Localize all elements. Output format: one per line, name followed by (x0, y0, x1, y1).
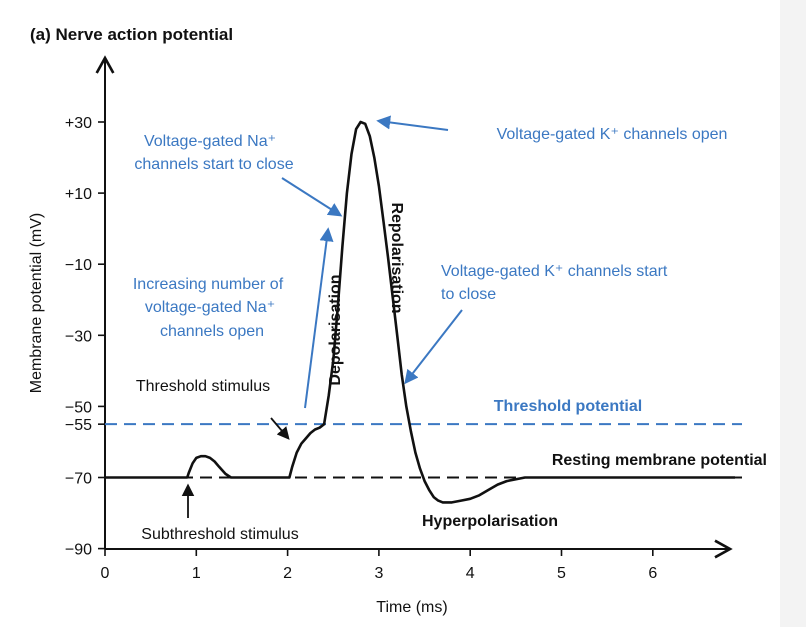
subthreshold-stimulus-label: Subthreshold stimulus (141, 526, 298, 543)
x-tick-label: 5 (557, 565, 566, 582)
repolarisation-label: Repolarisation (388, 202, 405, 313)
y-axis-label: Membrane potential (mV) (28, 213, 45, 394)
y-tick-group: +30 +10 −10 −30 −50−55 −70 −90 (65, 115, 105, 559)
y-tick-label: +30 (65, 115, 92, 132)
k-close-annotation-line2: to close (441, 286, 496, 303)
x-tick-label: 1 (192, 565, 201, 582)
k-open-arrow (376, 115, 449, 131)
threshold-potential-label: Threshold potential (494, 398, 642, 415)
na-close-arrow (281, 177, 343, 217)
x-axis-label: Time (ms) (376, 599, 447, 616)
y-tick-label: −30 (65, 328, 92, 345)
y-tick-label: −10 (65, 257, 92, 274)
na-open-arrow (304, 227, 334, 409)
resting-potential-label: Resting membrane potential (552, 452, 767, 469)
threshold-stimulus-label: Threshold stimulus (136, 378, 270, 395)
x-tick-label: 6 (648, 565, 657, 582)
x-tick-label: 0 (101, 565, 110, 582)
chart-title: (a) Nerve action potential (30, 25, 233, 44)
action-potential-curve (105, 120, 735, 504)
hyperpolarisation-label: Hyperpolarisation (422, 513, 558, 530)
na-close-annotation-line1: Voltage-gated Na⁺ (144, 133, 276, 150)
na-close-annotation-line2: channels start to close (134, 156, 293, 173)
x-tick-label: 2 (283, 565, 292, 582)
y-tick-label: −70 (65, 471, 92, 488)
x-tick-group: 0 1 2 3 4 5 6 (101, 549, 657, 582)
right-margin-strip (780, 0, 806, 627)
k-close-annotation-line1: Voltage-gated K⁺ channels start (441, 263, 668, 280)
x-tick-label: 4 (466, 565, 475, 582)
k-close-arrow (404, 309, 463, 385)
na-open-annotation-line3: channels open (160, 323, 264, 340)
y-tick-label: −90 (65, 542, 92, 559)
threshold-stimulus-arrow (270, 417, 290, 440)
y-tick-label: −55 (65, 417, 92, 434)
k-open-annotation: Voltage-gated K⁺ channels open (497, 126, 728, 143)
y-tick-label: −50 (65, 399, 92, 416)
depolarisation-label: Depolarisation (327, 274, 344, 385)
x-tick-label: 3 (374, 565, 383, 582)
na-open-annotation-line1: Increasing number of (133, 276, 284, 293)
na-open-annotation-line2: voltage-gated Na⁺ (145, 299, 275, 316)
y-tick-label: +10 (65, 186, 92, 203)
